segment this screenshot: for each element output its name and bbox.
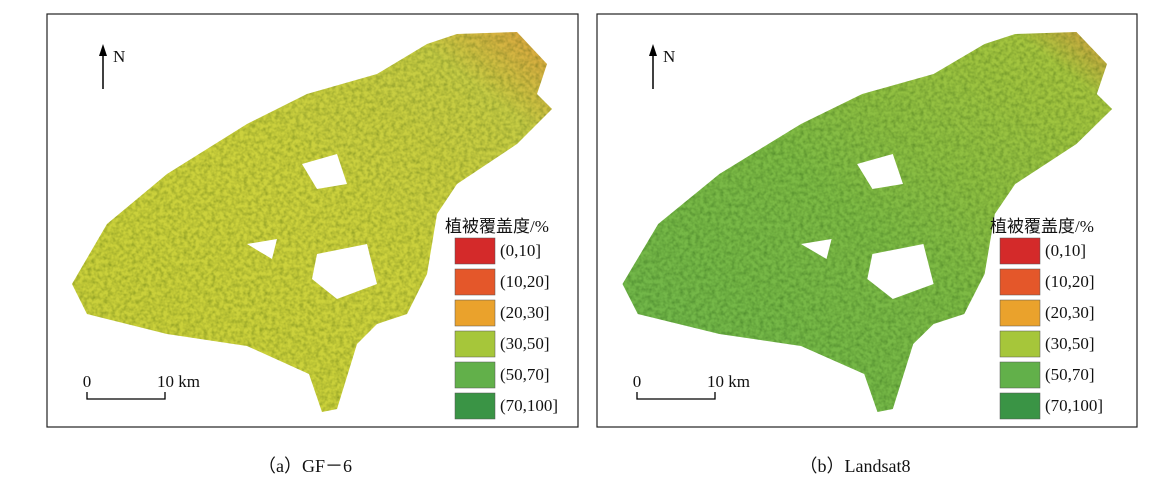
legend-swatch bbox=[454, 237, 496, 265]
legend-swatch bbox=[454, 330, 496, 358]
panel-frame bbox=[596, 13, 1138, 428]
gap bbox=[312, 244, 377, 299]
legend-label: (10,20] bbox=[1045, 272, 1095, 291]
caption: （b）Landsat8 bbox=[800, 456, 911, 476]
gap bbox=[247, 239, 277, 259]
caption: （a）GF－6 bbox=[258, 456, 352, 476]
legend-swatch bbox=[999, 237, 1041, 265]
legend-swatch bbox=[999, 392, 1041, 420]
legend-swatch bbox=[999, 268, 1041, 296]
legend-label: (20,30] bbox=[500, 303, 550, 322]
scale-end: 10 km bbox=[157, 372, 200, 391]
scale-bar bbox=[636, 392, 716, 400]
north-arrow-head bbox=[649, 44, 657, 56]
legend-label: (70,100] bbox=[1045, 396, 1103, 415]
gap bbox=[302, 154, 347, 189]
legend-label: (50,70] bbox=[500, 365, 550, 384]
legend-label: (30,50] bbox=[500, 334, 550, 353]
legend-label: (20,30] bbox=[1045, 303, 1095, 322]
north-label: N bbox=[113, 47, 125, 66]
legend-label: (30,50] bbox=[1045, 334, 1095, 353]
legend-label: (0,10] bbox=[1045, 241, 1086, 260]
scale-start: 0 bbox=[633, 372, 642, 391]
scale-end: 10 km bbox=[707, 372, 750, 391]
legend-swatch bbox=[999, 299, 1041, 327]
gap bbox=[857, 154, 903, 189]
legend-title: 植被覆盖度/% bbox=[445, 217, 549, 236]
legend-swatch bbox=[454, 392, 496, 420]
scale-bar bbox=[86, 392, 166, 400]
legend-label: (0,10] bbox=[500, 241, 541, 260]
legend-label: (70,100] bbox=[500, 396, 558, 415]
legend-swatch bbox=[454, 299, 496, 327]
gap bbox=[867, 244, 934, 299]
legend-label: (50,70] bbox=[1045, 365, 1095, 384]
legend-label: (10,20] bbox=[500, 272, 550, 291]
panel-frame bbox=[46, 13, 579, 428]
scale-start: 0 bbox=[83, 372, 92, 391]
legend-swatch bbox=[999, 361, 1041, 389]
north-label: N bbox=[663, 47, 675, 66]
legend-swatch bbox=[454, 361, 496, 389]
legend-swatch bbox=[999, 330, 1041, 358]
gap bbox=[801, 239, 832, 259]
north-arrow-head bbox=[99, 44, 107, 56]
study-area bbox=[72, 32, 552, 412]
legend-title: 植被覆盖度/% bbox=[990, 217, 1094, 236]
legend-swatch bbox=[454, 268, 496, 296]
study-area bbox=[622, 32, 1113, 412]
